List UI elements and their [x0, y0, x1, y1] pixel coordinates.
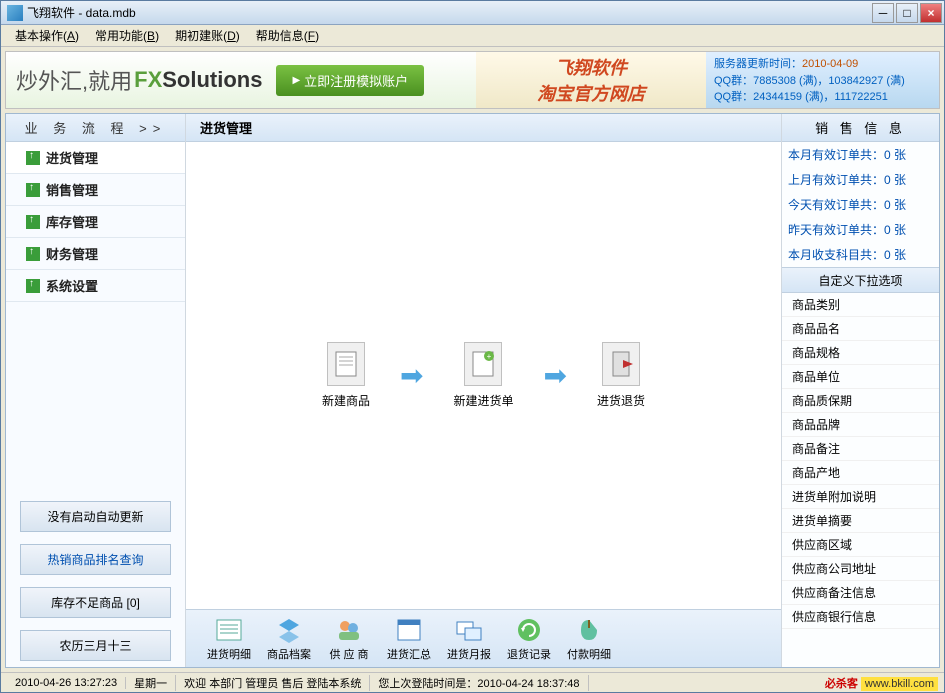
custom-option[interactable]: 商品品名: [782, 317, 939, 341]
bottom-toolbar: 进货明细 商品档案 供 应 商 进货汇总 进货月报 退货记录 付款明细: [186, 609, 781, 667]
stat-item: 上月有效订单共：0 张: [782, 167, 939, 192]
shop-line2: 淘宝官方网店: [537, 80, 645, 106]
nav-finance[interactable]: 财务管理: [6, 238, 185, 270]
watermark[interactable]: 必杀客 www.bkill.com: [825, 675, 938, 691]
ad-logo: FXSolutions: [134, 67, 262, 93]
custom-option[interactable]: 进货单附加说明: [782, 485, 939, 509]
statusbar: 2010-04-26 13:27:23 星期一 欢迎 本部门 管理员 售后 登陆…: [1, 672, 944, 692]
flow-return[interactable]: 进货退货: [597, 342, 645, 409]
custom-option[interactable]: 商品类别: [782, 293, 939, 317]
banner-ad-left[interactable]: 炒外汇,就用 FXSolutions 立即注册模拟账户: [6, 52, 476, 108]
nav-sales[interactable]: 销售管理: [6, 174, 185, 206]
right-header-sales: 销 售 信 息: [782, 114, 939, 142]
tb-purchase-detail[interactable]: 进货明细: [200, 616, 258, 662]
shop-line1: 飞翔软件: [555, 54, 627, 80]
custom-option[interactable]: 供应商备注信息: [782, 581, 939, 605]
banner-shop[interactable]: 飞翔软件 淘宝官方网店: [476, 52, 706, 108]
app-icon: [7, 5, 23, 21]
custom-option[interactable]: 商品备注: [782, 437, 939, 461]
status-datetime: 2010-04-26 13:27:23: [7, 677, 126, 689]
content-area: 业 务 流 程 >> 进货管理 销售管理 库存管理 财务管理 系统设置 没有启动…: [5, 113, 940, 668]
menubar: 基本操作(A) 常用功能(B) 期初建账(D) 帮助信息(F): [1, 25, 944, 47]
left-sidebar: 业 务 流 程 >> 进货管理 销售管理 库存管理 财务管理 系统设置 没有启动…: [6, 114, 186, 667]
right-sidebar: 销 售 信 息 本月有效订单共：0 张 上月有效订单共：0 张 今天有效订单共：…: [781, 114, 939, 667]
menu-init[interactable]: 期初建账(D): [167, 25, 248, 46]
maximize-button[interactable]: □: [896, 3, 918, 23]
custom-option[interactable]: 供应商区域: [782, 533, 939, 557]
ad-slogan: 炒外汇,就用: [16, 64, 132, 96]
new-document-icon: +: [464, 342, 502, 386]
btn-lunar-date[interactable]: 农历三月十三: [20, 630, 171, 661]
stat-item: 昨天有效订单共：0 张: [782, 217, 939, 242]
close-button[interactable]: ×: [920, 3, 942, 23]
svg-text:+: +: [487, 352, 492, 361]
nav-settings[interactable]: 系统设置: [6, 270, 185, 302]
custom-option[interactable]: 商品产地: [782, 461, 939, 485]
right-header-custom: 自定义下拉选项: [782, 267, 939, 293]
app-window: 飞翔软件 - data.mdb ─ □ × 基本操作(A) 常用功能(B) 期初…: [0, 0, 945, 693]
tb-suppliers[interactable]: 供 应 商: [320, 616, 378, 662]
arrow-icon: ➡: [544, 359, 567, 392]
tb-payments[interactable]: 付款明细: [560, 616, 618, 662]
status-weekday: 星期一: [126, 675, 176, 691]
flow-new-purchase[interactable]: + 新建进货单: [453, 342, 513, 409]
btn-hot-ranking[interactable]: 热销商品排名查询: [20, 544, 171, 575]
status-welcome: 欢迎 本部门 管理员 售后 登陆本系统: [176, 675, 370, 691]
menu-help[interactable]: 帮助信息(F): [248, 25, 327, 46]
left-header: 业 务 流 程 >>: [6, 114, 185, 142]
tb-returns[interactable]: 退货记录: [500, 616, 558, 662]
main-panel: 进货管理 新建商品 ➡ + 新建进货单 ➡ 进货退货 进货明细: [186, 114, 781, 667]
tb-products[interactable]: 商品档案: [260, 616, 318, 662]
menu-common[interactable]: 常用功能(B): [87, 25, 167, 46]
tb-summary[interactable]: 进货汇总: [380, 616, 438, 662]
stat-item: 今天有效订单共：0 张: [782, 192, 939, 217]
main-header: 进货管理: [186, 114, 781, 142]
banner-serverinfo: 服务器更新时间：2010-04-09 QQ群：7885308 (满)，10384…: [706, 52, 939, 108]
custom-option[interactable]: 商品质保期: [782, 389, 939, 413]
tb-monthly[interactable]: 进货月报: [440, 616, 498, 662]
custom-option[interactable]: 商品单位: [782, 365, 939, 389]
status-lastlogin: 您上次登陆时间是：2010-04-24 18:37:48: [370, 675, 588, 691]
document-icon: [327, 342, 365, 386]
banner: 炒外汇,就用 FXSolutions 立即注册模拟账户 飞翔软件 淘宝官方网店 …: [5, 51, 940, 109]
minimize-button[interactable]: ─: [872, 3, 894, 23]
nav-purchase[interactable]: 进货管理: [6, 142, 185, 174]
custom-option[interactable]: 供应商银行信息: [782, 605, 939, 629]
btn-no-autoupdate[interactable]: 没有启动自动更新: [20, 501, 171, 532]
btn-low-stock[interactable]: 库存不足商品 [0]: [20, 587, 171, 618]
flow-diagram: 新建商品 ➡ + 新建进货单 ➡ 进货退货: [186, 142, 781, 609]
menu-basic[interactable]: 基本操作(A): [7, 25, 87, 46]
stat-item: 本月收支科目共：0 张: [782, 242, 939, 267]
window-title: 飞翔软件 - data.mdb: [27, 4, 870, 21]
titlebar: 飞翔软件 - data.mdb ─ □ ×: [1, 1, 944, 25]
custom-option[interactable]: 进货单摘要: [782, 509, 939, 533]
return-icon: [602, 342, 640, 386]
arrow-icon: ➡: [400, 359, 423, 392]
custom-option[interactable]: 供应商公司地址: [782, 557, 939, 581]
stat-item: 本月有效订单共：0 张: [782, 142, 939, 167]
custom-option[interactable]: 商品规格: [782, 341, 939, 365]
nav-stock[interactable]: 库存管理: [6, 206, 185, 238]
custom-option[interactable]: 商品品牌: [782, 413, 939, 437]
flow-new-product[interactable]: 新建商品: [322, 342, 370, 409]
register-button[interactable]: 立即注册模拟账户: [276, 65, 424, 96]
